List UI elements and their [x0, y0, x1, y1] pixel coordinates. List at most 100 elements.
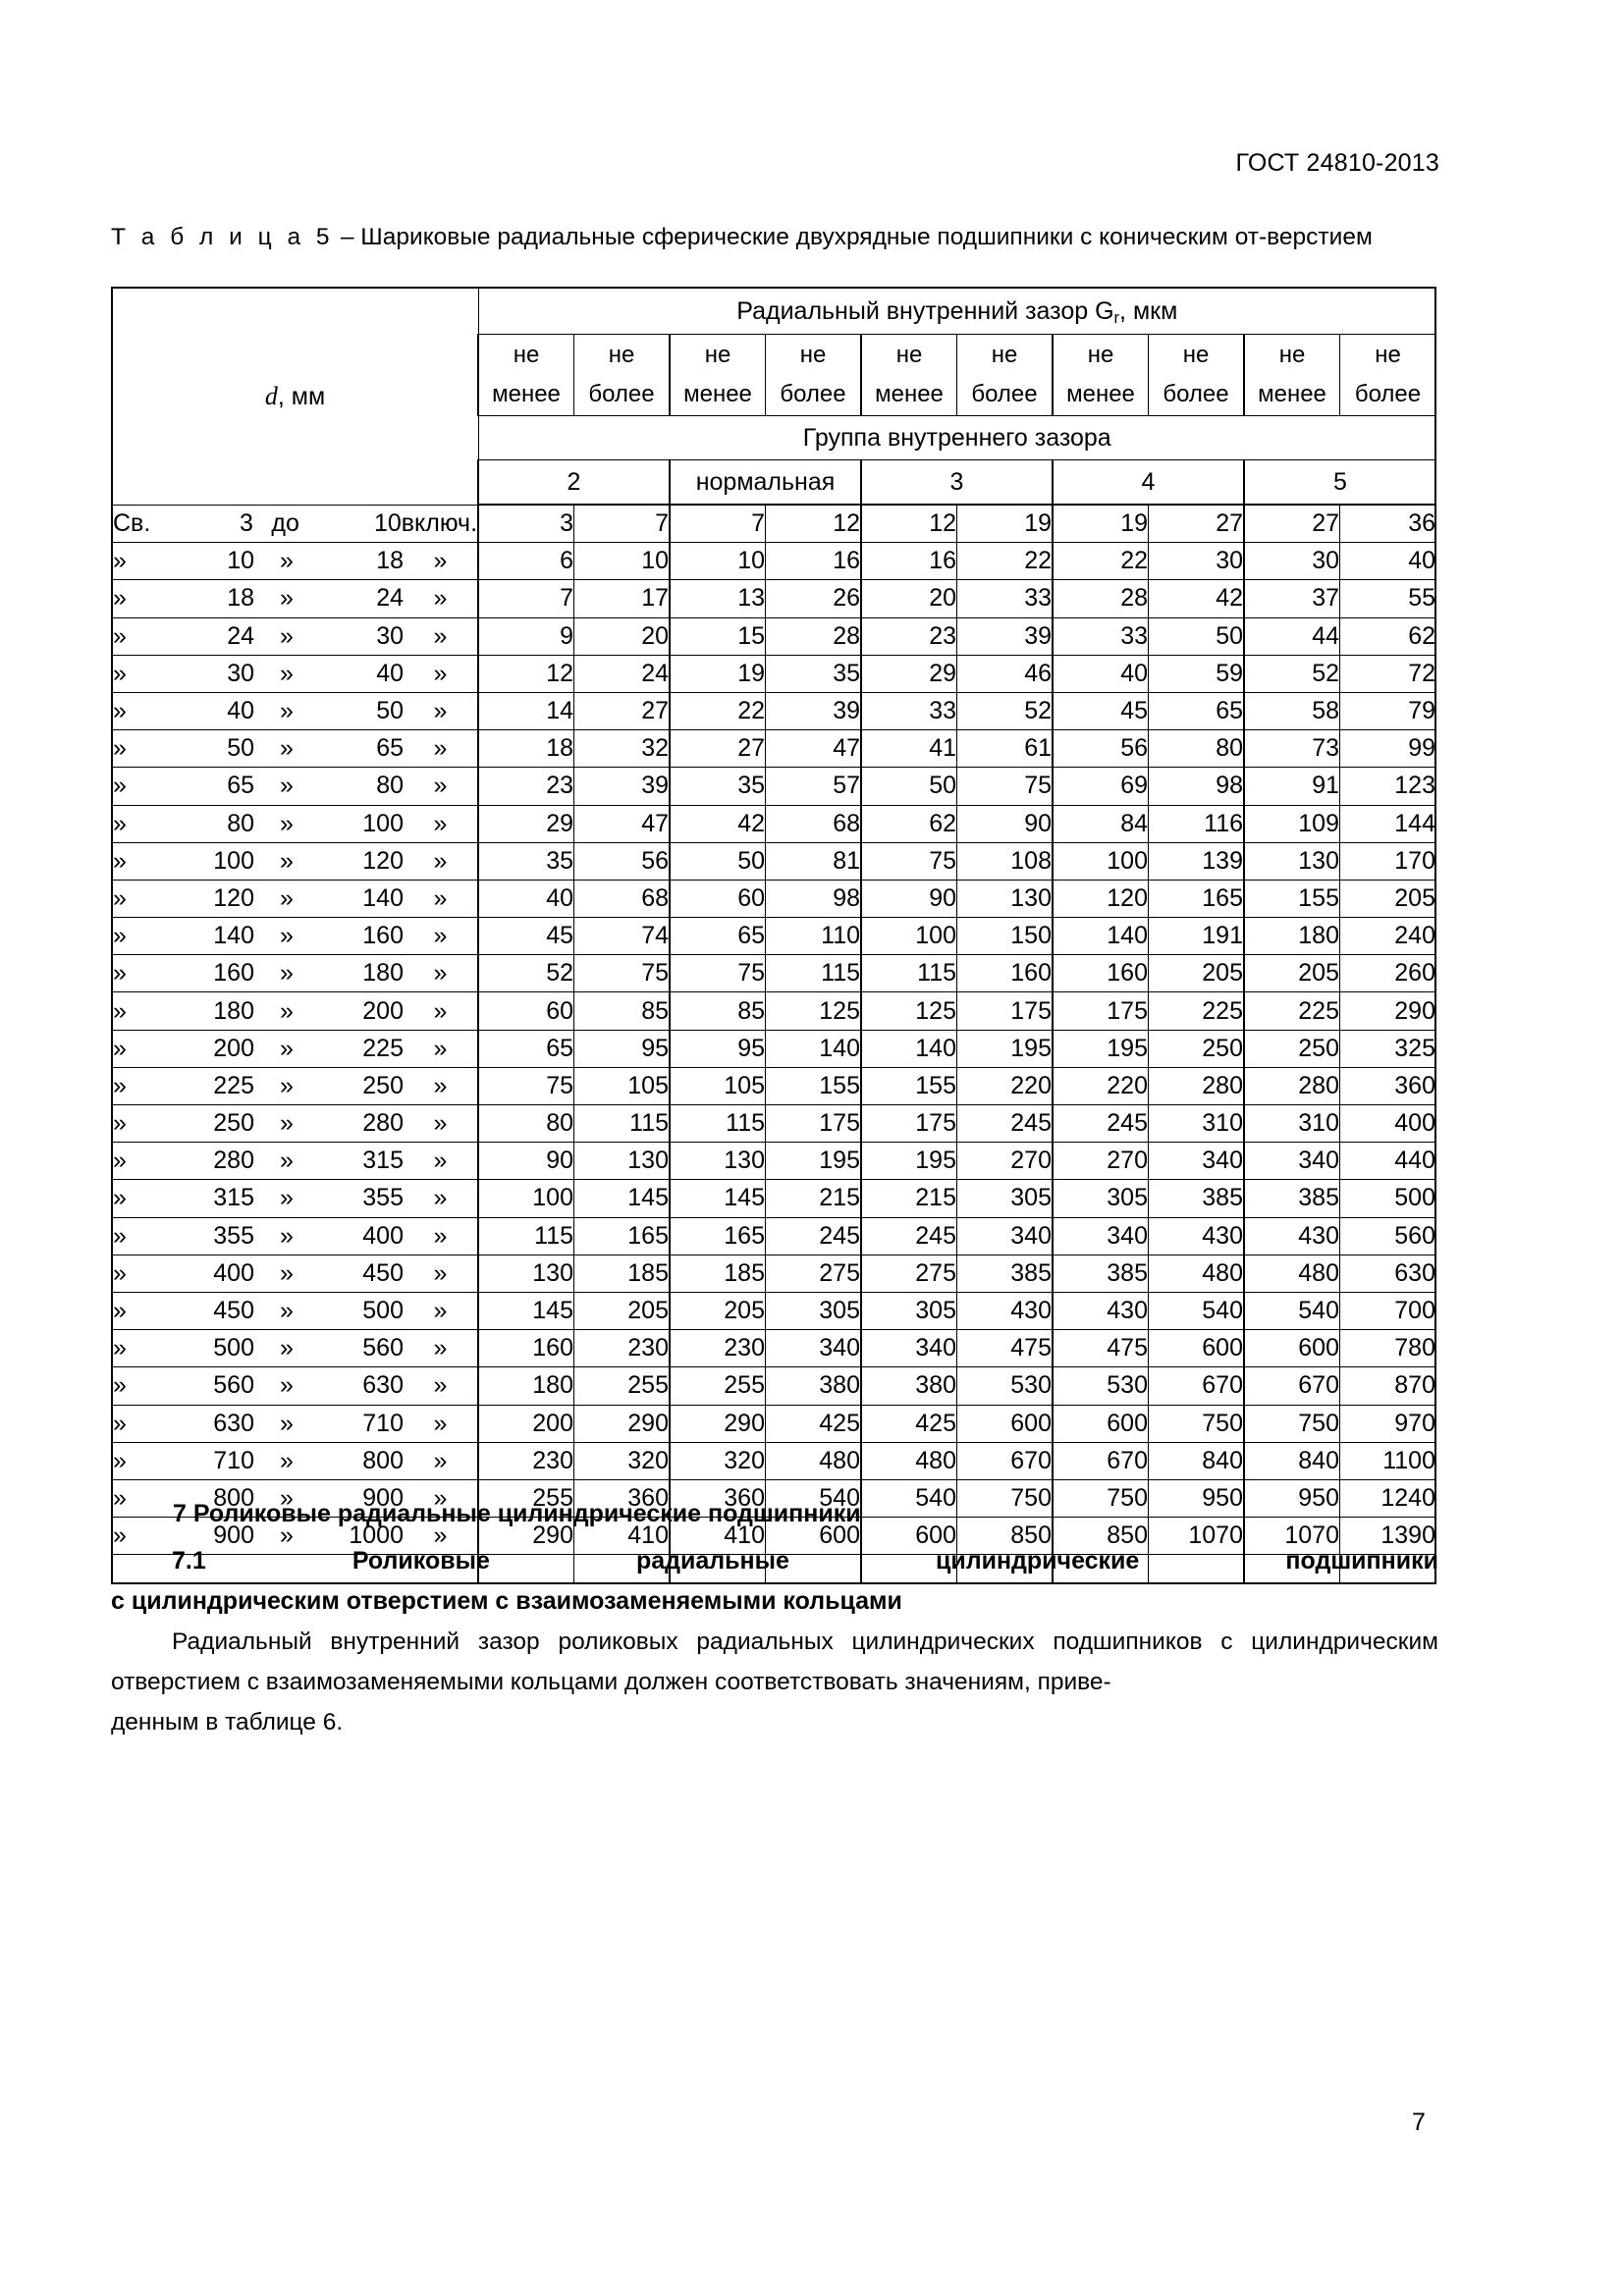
subsection-heading-line2: с цилиндрическим отверстием с взаимозаме…: [111, 1587, 902, 1615]
range-prefix: »: [113, 1258, 127, 1287]
clearance-table: d, мм Радиальный внутренний зазор Gr, мк…: [111, 287, 1436, 1585]
clearance-value: 280: [1148, 1066, 1245, 1106]
minmax-line-1: не: [608, 342, 635, 368]
clearance-value: 100: [860, 917, 957, 956]
clearance-value: 480: [1243, 1254, 1340, 1293]
clearance-value: 870: [1339, 1366, 1435, 1406]
clearance-value: 205: [1148, 954, 1245, 993]
table-row: » 65 » 80 » 23 39 35 57 50 75 69 98 91 123: [113, 767, 1435, 806]
clearance-value: 139: [1148, 841, 1245, 881]
range-lower: 24: [227, 621, 254, 650]
range-prefix: »: [113, 922, 127, 950]
clearance-value: 175: [860, 1103, 957, 1144]
clearance-value: 340: [1052, 1216, 1149, 1255]
clearance-value: 500: [1339, 1179, 1435, 1218]
clearance-value: 255: [669, 1366, 766, 1406]
table-row: » 500» 560» 160 230 230 340 340 475 475 600 600 780: [113, 1329, 1435, 1368]
range-suffix: »: [433, 734, 448, 763]
table-row: » 10» 18» 6 10 10 16 16 22 22 30 30 40: [113, 542, 1435, 581]
range-middle: »: [280, 1446, 294, 1474]
minmax-line-2: менее: [1066, 381, 1135, 407]
clearance-value: 105: [573, 1066, 671, 1106]
minmax-line-1: не: [1087, 342, 1114, 368]
clearance-value: 37: [1243, 579, 1340, 618]
diameter-range-cell: » 65 » 80 »: [113, 767, 479, 806]
clearance-value: 52: [1243, 654, 1340, 693]
range-lower: 30: [227, 659, 254, 687]
range-lower: 180: [213, 996, 254, 1025]
range-middle: »: [280, 1483, 294, 1512]
range-upper: 10: [373, 508, 402, 537]
clearance-value: 155: [1243, 879, 1340, 919]
clearance-value: 27: [1243, 505, 1340, 544]
clearance-value: 275: [860, 1254, 957, 1293]
spacer-cell: [956, 1554, 1054, 1583]
clearance-value: 15: [669, 616, 766, 656]
clearance-value: 23: [477, 767, 574, 806]
table-row: » 560» 630» 180 255 255 380 380 530 530 670 670 870: [113, 1366, 1435, 1406]
clearance-value: 30: [1243, 542, 1340, 581]
clearance-value: 145: [669, 1179, 766, 1218]
clearance-value: 750: [1052, 1478, 1149, 1519]
clearance-value: 12: [765, 505, 862, 544]
range-suffix: »: [433, 1371, 448, 1400]
range-lower: 225: [213, 1071, 254, 1099]
header-minmax-4: не менее: [860, 334, 957, 416]
diameter-range-cell: » 80 » 100 »: [113, 804, 479, 843]
clearance-value: 33: [860, 691, 957, 731]
clearance-value: 125: [860, 991, 957, 1031]
range-lower: 250: [213, 1109, 254, 1138]
d-symbol: d: [264, 381, 278, 410]
range-upper: 1000: [349, 1522, 404, 1550]
clearance-value: 1240: [1339, 1478, 1435, 1519]
range-upper: 500: [362, 1297, 404, 1325]
range-prefix: »: [113, 1297, 127, 1325]
range-middle: »: [280, 1258, 294, 1287]
clearance-value: 116: [1148, 804, 1245, 843]
clearance-value: 39: [765, 691, 862, 731]
clearance-value: 140: [1052, 917, 1149, 956]
clearance-value: 29: [860, 654, 957, 693]
range-upper: 225: [362, 1034, 404, 1062]
clearance-value: 180: [477, 1366, 574, 1406]
clearance-value: 340: [765, 1329, 862, 1368]
clearance-value: 68: [573, 879, 671, 919]
range-lower: 50: [227, 734, 254, 763]
clearance-value: 165: [1148, 879, 1245, 919]
clearance-value: 245: [860, 1216, 957, 1255]
table-caption-text: Шариковые радиальные сферические двухряд…: [360, 224, 1373, 250]
clearance-value: 255: [573, 1366, 671, 1406]
subsection-word-1: радиальные: [635, 1547, 789, 1575]
range-upper: 280: [362, 1109, 404, 1138]
clearance-value: 60: [669, 879, 766, 919]
clearance-value: 240: [1339, 917, 1435, 956]
clearance-value: 191: [1148, 917, 1245, 956]
range-middle: »: [280, 883, 294, 912]
clearance-value: 230: [477, 1441, 574, 1480]
range-prefix: »: [113, 621, 127, 650]
clearance-value: 600: [1052, 1404, 1149, 1443]
header-clearance-prefix: Радиальный внутренний зазор G: [736, 296, 1114, 325]
clearance-value: 260: [1339, 954, 1435, 993]
range-upper: 900: [362, 1483, 404, 1512]
clearance-value: 130: [669, 1142, 766, 1181]
spacer-cell: [477, 1554, 574, 1583]
range-lower: 160: [213, 959, 254, 988]
range-lower: 120: [213, 883, 254, 912]
clearance-value: 7: [477, 579, 574, 618]
range-prefix: »: [113, 1409, 127, 1437]
clearance-value: 40: [477, 879, 574, 919]
clearance-value: 7: [669, 505, 766, 544]
running-head: ГОСТ 24810-2013: [1235, 149, 1439, 177]
range-suffix: »: [433, 772, 448, 800]
clearance-value: 120: [1052, 879, 1149, 919]
clearance-value: 13: [669, 579, 766, 618]
range-middle: »: [280, 1184, 294, 1212]
clearance-value: 26: [765, 579, 862, 618]
clearance-value: 28: [1052, 579, 1149, 618]
clearance-value: 23: [860, 616, 957, 656]
range-lower: 10: [227, 547, 254, 575]
minmax-line-1: не: [895, 342, 923, 368]
clearance-value: 9: [477, 616, 574, 656]
table-row: » 100» 120» 35 56 50 81 75 108 100 139 130 170: [113, 841, 1435, 881]
